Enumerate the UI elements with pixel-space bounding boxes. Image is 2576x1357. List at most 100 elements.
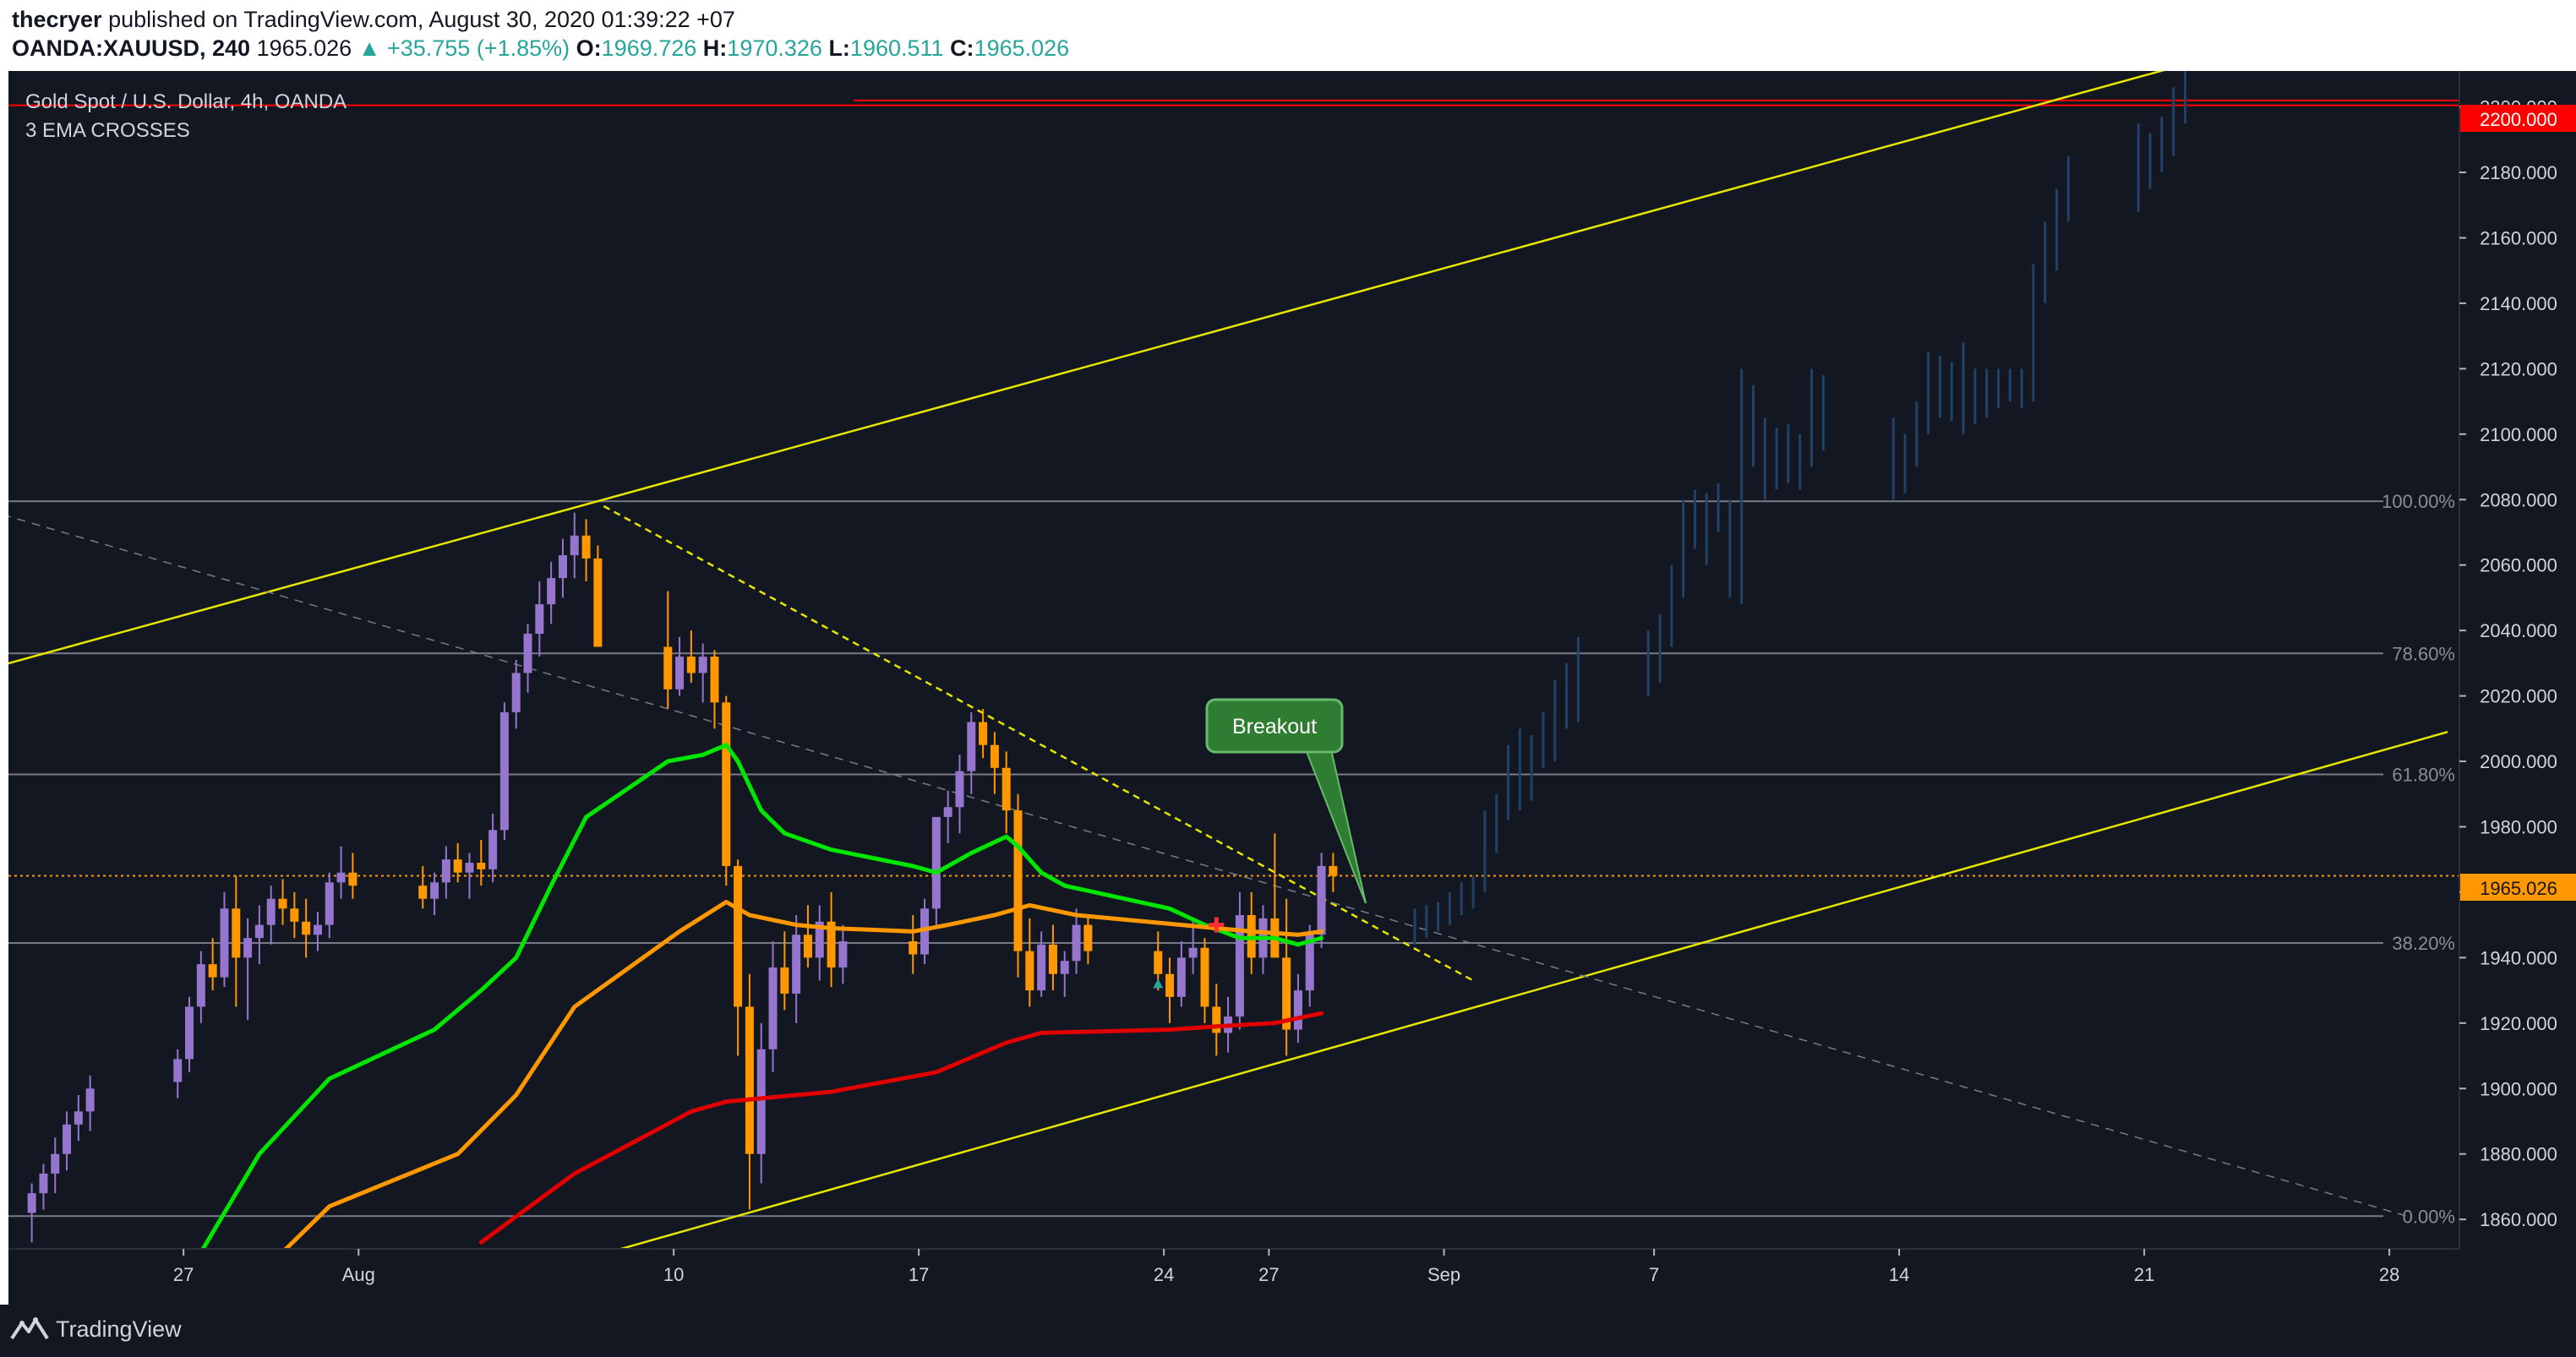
price-tick-label: 1980.000 [2480,816,2557,837]
candle-body [208,964,217,978]
candle-body [535,604,544,635]
price-tick-label: 2180.000 [2480,162,2557,183]
trendline-grey-dashed [0,513,2408,1217]
candle-body [418,886,428,899]
candle-body [967,722,976,771]
time-tick-label: 10 [663,1264,684,1285]
footer-bar: TradingView [0,1305,2576,1357]
trendline-channel-upper [0,57,2209,668]
candle-body [477,863,486,869]
time-tick-label: 27 [1258,1264,1279,1285]
price-tick-label: 1920.000 [2480,1013,2557,1034]
change-up-icon: ▲ [357,35,381,61]
time-tick-label: 28 [2379,1264,2399,1285]
candle-body [430,882,439,899]
price-change: +35.755 (+1.85%) [386,35,570,61]
projection-bars [1413,57,2186,945]
current-price-tag-text: 1965.026 [2480,878,2557,899]
candle-body [1083,924,1093,951]
candle-body [792,935,801,994]
candle-body [815,921,824,958]
breakout-callout-box [1205,698,1344,754]
candle-body [990,744,999,768]
candle-body [243,938,253,958]
candle-body [838,941,848,967]
candle-body [453,859,462,873]
chart-frame[interactable]: 0.00%38.20%61.80%78.60%100.00%161.80% Br… [0,48,2576,1305]
candle-body [663,646,673,689]
candle-body [1200,947,1209,1007]
time-axis: 27 Aug 10 17 24 27 Sep 7 14 21 28 [173,1249,2399,1285]
candle-body [1001,767,1011,811]
candle-body [290,908,299,922]
candle-body [185,1006,194,1060]
price-tick-label: 1940.000 [2480,947,2557,968]
author-name[interactable]: thecryer [12,7,102,32]
current-price-tag-bg [2460,874,2576,901]
price-axis: 1860.000 1880.000 1900.000 1920.000 1940.000… [2459,97,2557,1230]
time-scale-panel[interactable] [8,1249,2459,1305]
time-tick-label: 21 [2134,1264,2154,1285]
fib-label: 0.00% [2403,1206,2455,1227]
open-value: 1969.726 [601,35,697,61]
price-tick-label: 1860.000 [2480,1209,2557,1230]
ema-mid-line [281,900,1324,1255]
candle-body [1188,947,1198,958]
low-label: L: [828,35,850,61]
candle-body [675,657,685,689]
candle-body [232,908,241,958]
candle-body [803,935,812,958]
candle-body [1013,810,1023,951]
candle-body [325,882,334,925]
candle-body [722,702,731,866]
price-tick-label: 2040.000 [2480,620,2557,641]
published-text: published on TradingView.com, August 30,… [108,7,735,32]
candle-body [827,921,836,967]
price-tick-label: 2060.000 [2480,555,2557,576]
candles [27,512,1338,1243]
candle-body [1317,865,1326,935]
breakout-callout[interactable]: Breakout [1205,698,1367,904]
candle-body [943,807,952,817]
close-value: 1965.026 [974,35,1070,61]
price-tick-label: 2120.000 [2480,358,2557,379]
price-chart[interactable]: 0.00%38.20%61.80%78.60%100.00%161.80% Br… [0,48,2576,1305]
symbol-info: OANDA:XAUUSD, 240 1965.026 ▲ +35.755 (+1… [12,35,1069,62]
ema-slow-line [478,1011,1324,1245]
price-tick-label: 2080.000 [2480,489,2557,510]
last-price: 1965.026 [256,35,352,61]
legend-indicator[interactable]: 3 EMA CROSSES [25,119,190,142]
candle-body [220,908,229,978]
candle-body [1176,957,1186,997]
breakout-callout-pointer [1304,749,1367,904]
candle-body [1060,961,1069,974]
ema-cross-marker [1209,917,1225,933]
price-tick-label: 2140.000 [2480,293,2557,314]
candle-body [266,898,276,925]
price-tick-label: 2000.000 [2480,751,2557,772]
price-scale-panel[interactable] [2459,71,2576,1305]
candle-body [348,872,357,886]
tradingview-brand[interactable]: TradingView [56,1316,182,1342]
time-tick-label: 7 [1649,1264,1659,1285]
legend-title: Gold Spot / U.S. Dollar, 4h, OANDA [25,90,347,113]
candle-body [768,967,778,1049]
price-tick-label: 2160.000 [2480,227,2557,248]
candle-body [196,964,205,1007]
tradingview-logo-icon [10,1317,49,1340]
publish-info: thecryer published on TradingView.com, A… [12,7,735,33]
candle-body [955,771,964,808]
candle-body [465,863,474,873]
candle-body [756,1049,766,1154]
close-label: C: [950,35,974,61]
candle-body [1037,944,1046,991]
price-tick-label: 1880.000 [2480,1144,2557,1165]
candle-body [1165,973,1175,997]
fib-label: 38.20% [2392,933,2455,954]
candle-body [488,830,498,869]
candle-body [1305,935,1314,991]
high-label: H: [702,35,728,61]
candle-body [278,898,287,909]
candle-body [523,634,532,673]
